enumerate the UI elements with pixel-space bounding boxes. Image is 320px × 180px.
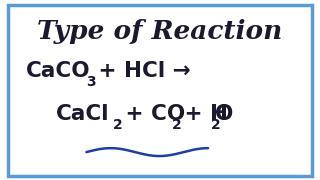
Text: O: O: [215, 104, 233, 124]
Text: + H: + H: [177, 104, 228, 124]
Text: 3: 3: [86, 75, 95, 89]
Text: + CO: + CO: [118, 104, 185, 124]
Text: CaCO: CaCO: [26, 60, 90, 80]
FancyBboxPatch shape: [8, 4, 312, 176]
Text: 2: 2: [211, 118, 220, 132]
Text: + HCl →: + HCl →: [91, 60, 191, 80]
Text: CaCl: CaCl: [56, 104, 109, 124]
Text: Type of Reaction: Type of Reaction: [37, 19, 283, 44]
Text: 2: 2: [172, 118, 182, 132]
Text: 2: 2: [113, 118, 122, 132]
